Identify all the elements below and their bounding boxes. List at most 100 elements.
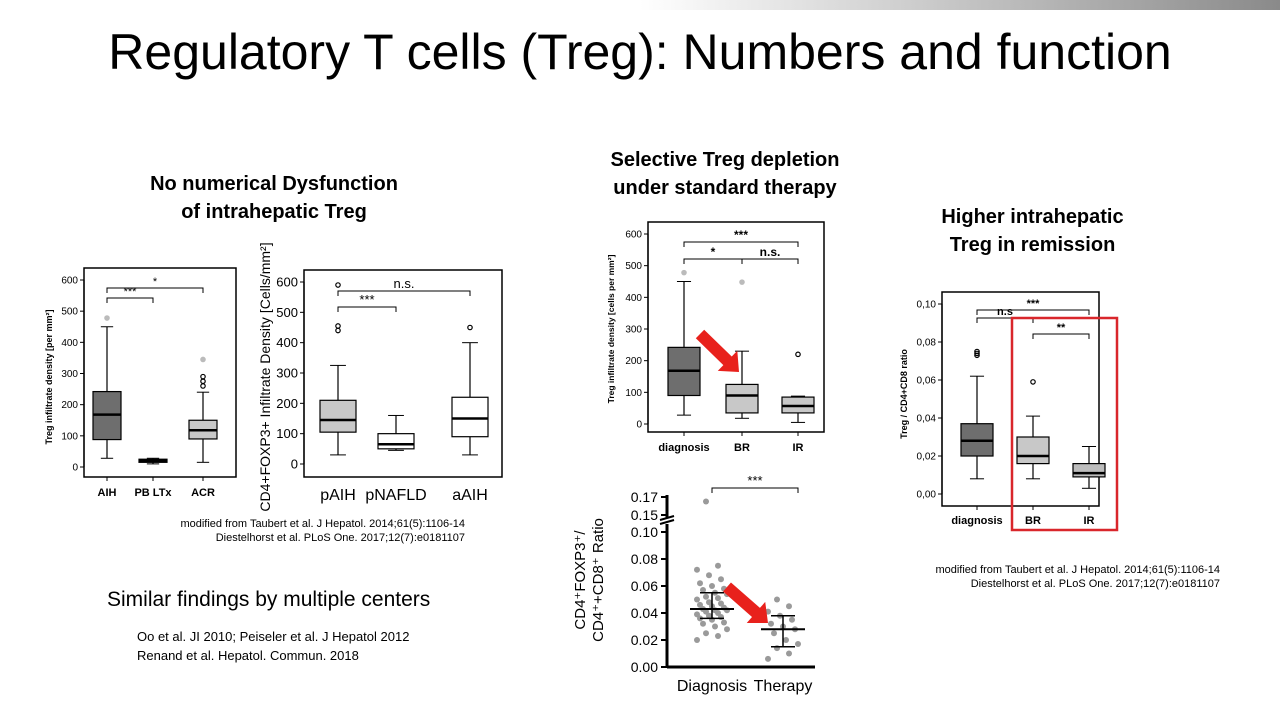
- box: [319, 399, 357, 433]
- significance-label: n.s: [997, 306, 1013, 318]
- data-point: [768, 620, 774, 627]
- y-tick-label: 300: [61, 369, 78, 380]
- data-point: [694, 566, 700, 573]
- citation-right: modified from Taubert et al. J Hepatol. …: [875, 563, 1220, 591]
- data-point: [703, 630, 709, 637]
- x-category-label: diagnosis: [951, 515, 1002, 527]
- data-point: [694, 596, 700, 603]
- x-category-label: diagnosis: [658, 442, 709, 454]
- outlier-point: [795, 351, 801, 358]
- significance-label: **: [1057, 322, 1066, 334]
- y-tick-label: 0.15: [631, 507, 658, 523]
- y-tick-label: 0: [291, 457, 298, 472]
- box: [1072, 463, 1106, 478]
- data-point: [774, 596, 780, 603]
- outlier-point: [681, 269, 687, 276]
- data-point: [703, 593, 709, 600]
- significance-label: *: [711, 245, 716, 259]
- significance-bracket: [683, 258, 743, 264]
- y-axis-label: Treg infiltrate density [cells per mm²]: [606, 254, 616, 403]
- significance-label: ***: [359, 292, 374, 307]
- outlier-point: [739, 279, 745, 285]
- data-point: [715, 562, 721, 569]
- data-point: [703, 498, 709, 505]
- data-point: [724, 626, 730, 633]
- citation-right-line2: Diestelhorst et al. PLoS One. 2017;12(7)…: [970, 578, 1220, 590]
- outlier-point: [974, 348, 980, 355]
- y-tick-label: 600: [276, 275, 298, 290]
- outlier-point: [335, 282, 341, 288]
- data-point: [795, 641, 801, 648]
- data-point: [700, 587, 706, 594]
- y-tick-label: 600: [625, 230, 642, 241]
- significance-label: *: [153, 276, 158, 288]
- significance-label: ***: [1027, 298, 1041, 310]
- y-tick-label: 0.04: [631, 605, 658, 621]
- heading-middle-line2: under standard therapy: [613, 177, 837, 199]
- y-tick-label: 0: [72, 463, 78, 474]
- y-tick-label: 300: [625, 325, 642, 336]
- chart-treg-density-therapy: Treg infiltrate density [cells per mm²] …: [606, 221, 825, 454]
- axis-break-mark: [659, 515, 675, 521]
- heading-left: No numerical Dysfunction of intrahepatic…: [104, 170, 444, 226]
- significance-bracket: [711, 487, 799, 493]
- chart-treg-density-aih: Treg infiltrate density [per mm²] 0 100 20…: [44, 267, 237, 499]
- decrease-arrow: [723, 582, 768, 623]
- outlier-point: [104, 315, 110, 321]
- citation-left-line2: Diestelhorst et al. PLoS One. 2017;12(7)…: [215, 532, 465, 544]
- citation-left-line1: modified from Taubert et al. J Hepatol. …: [180, 518, 465, 530]
- y-tick-label: 400: [61, 338, 78, 349]
- y-tick-label: 0.17: [631, 489, 658, 505]
- significance-bracket: [1032, 333, 1090, 339]
- significance-label: ***: [124, 286, 138, 298]
- y-tick-label: 500: [625, 261, 642, 272]
- y-tick-label: 500: [61, 307, 78, 318]
- x-category-label: PB LTx: [134, 487, 172, 499]
- y-tick-label: 0.08: [631, 551, 658, 567]
- chart-ratio-scatter: CD4⁺FOXP3⁺/ CD4⁺+CD8⁺ Ratio 0.00 0.02 0.04…: [572, 473, 815, 695]
- y-tick-label: 200: [625, 356, 642, 367]
- citation-left: modified from Taubert et al. J Hepatol. …: [120, 517, 465, 545]
- heading-middle: Selective Treg depletion under standard …: [570, 146, 880, 202]
- box: [1016, 436, 1050, 465]
- y-tick-label: 400: [625, 293, 642, 304]
- top-gradient-bar: [640, 0, 1280, 10]
- data-point: [715, 632, 721, 639]
- box: [377, 433, 415, 450]
- y-tick-label: 0,10: [917, 300, 937, 311]
- heading-middle-line1: Selective Treg depletion: [610, 149, 840, 171]
- significance-label: n.s.: [394, 276, 415, 291]
- data-point: [709, 583, 715, 589]
- data-point: [706, 572, 712, 579]
- y-tick-label: 600: [61, 276, 78, 287]
- slide-title: Regulatory T cells (Treg): Numbers and f…: [108, 24, 1172, 80]
- box: [451, 396, 489, 438]
- data-point: [715, 595, 721, 602]
- x-category-label: BR: [1025, 515, 1041, 527]
- significance-label: ***: [734, 228, 748, 242]
- y-tick-label: 200: [61, 400, 78, 411]
- data-point: [694, 637, 700, 643]
- significance-bracket: [337, 306, 397, 312]
- outlier-point: [467, 324, 473, 331]
- citation-right-line1: modified from Taubert et al. J Hepatol. …: [935, 564, 1220, 576]
- y-axis-label-line2: CD4⁺+CD8⁺ Ratio: [590, 518, 607, 642]
- data-point: [718, 576, 724, 583]
- data-point: [694, 611, 700, 618]
- y-tick-label: 100: [625, 388, 642, 399]
- reference-line1: Oo et al. JI 2010; Peiseler et al. J Hep…: [137, 629, 410, 644]
- data-point: [700, 620, 706, 627]
- axis-break-mark: [659, 519, 675, 525]
- significance-bracket: [741, 258, 799, 264]
- reference-line2: Renand et al. Hepatol. Commun. 2018: [137, 648, 359, 663]
- data-point: [771, 630, 777, 637]
- y-axis-label: CD4+FOXP3+ Infiltrate Density [Cells/mm²…: [257, 242, 273, 511]
- outlier-point: [335, 327, 341, 334]
- y-tick-label: 500: [276, 305, 298, 320]
- data-point: [697, 601, 703, 608]
- significance-bracket: [106, 297, 154, 303]
- significance-bracket: [976, 317, 1034, 323]
- outlier-point: [200, 373, 206, 380]
- x-category-label: pAIH: [320, 487, 356, 504]
- y-tick-label: 100: [61, 431, 78, 442]
